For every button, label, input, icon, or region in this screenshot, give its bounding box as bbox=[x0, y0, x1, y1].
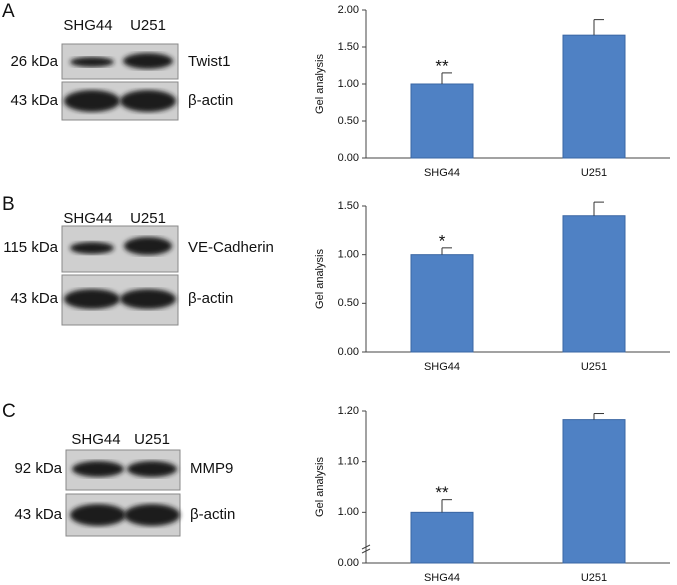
x-tick-label: U251 bbox=[581, 572, 607, 584]
size-label: 26 kDa bbox=[10, 53, 58, 70]
y-tick-label: 1.00 bbox=[338, 78, 359, 90]
blot-c bbox=[65, 449, 181, 537]
significance: ** bbox=[435, 56, 449, 75]
y-tick-label: 1.50 bbox=[338, 200, 359, 212]
lane-label: U251 bbox=[130, 210, 166, 227]
bar bbox=[562, 419, 626, 564]
protein-label: MMP9 bbox=[190, 460, 233, 477]
bar bbox=[410, 254, 474, 353]
y-tick-label: 1.50 bbox=[338, 41, 359, 53]
x-tick-label: SHG44 bbox=[424, 361, 460, 373]
y-tick-label: 1.10 bbox=[338, 456, 359, 468]
lane-label: SHG44 bbox=[63, 17, 112, 34]
y-tick-label: 0.00 bbox=[338, 346, 359, 358]
x-tick-label: SHG44 bbox=[424, 167, 460, 179]
protein-label: β-actin bbox=[190, 506, 235, 523]
bar bbox=[562, 215, 626, 353]
blot-b bbox=[61, 225, 179, 326]
y-axis-label: Gel analysis bbox=[314, 249, 326, 309]
lane-label: U251 bbox=[134, 431, 170, 448]
axis-break bbox=[361, 544, 371, 554]
bar bbox=[410, 83, 474, 159]
significance: * bbox=[439, 231, 446, 250]
y-tick-label: 1.00 bbox=[338, 249, 359, 261]
y-tick-label: 1.20 bbox=[338, 405, 359, 417]
y-axis-label: Gel analysis bbox=[314, 54, 326, 114]
size-label: 43 kDa bbox=[10, 92, 58, 109]
y-tick-label: 0.50 bbox=[338, 297, 359, 309]
y-tick-label: 0.00 bbox=[338, 557, 359, 569]
lane-label: SHG44 bbox=[63, 210, 112, 227]
y-tick-label: 0.00 bbox=[338, 152, 359, 164]
x-tick-label: U251 bbox=[581, 361, 607, 373]
panel-letter: C bbox=[2, 401, 16, 422]
protein-label: Twist1 bbox=[188, 53, 231, 70]
protein-label: β-actin bbox=[188, 290, 233, 307]
x-tick-label: SHG44 bbox=[424, 572, 460, 584]
size-label: 92 kDa bbox=[14, 460, 62, 477]
size-label: 115 kDa bbox=[3, 239, 58, 256]
bar bbox=[410, 511, 474, 564]
y-tick-label: 2.00 bbox=[338, 4, 359, 16]
blot-a bbox=[61, 43, 179, 121]
panel-letter: A bbox=[2, 1, 15, 22]
size-label: 43 kDa bbox=[14, 506, 62, 523]
y-tick-label: 0.50 bbox=[338, 115, 359, 127]
protein-label: VE-Cadherin bbox=[188, 239, 274, 256]
y-axis-label: Gel analysis bbox=[314, 457, 326, 517]
y-tick-label: 1.00 bbox=[338, 506, 359, 518]
lane-label: U251 bbox=[130, 17, 166, 34]
bar bbox=[562, 34, 626, 159]
lane-label: SHG44 bbox=[71, 431, 120, 448]
x-tick-label: U251 bbox=[581, 167, 607, 179]
significance: ** bbox=[435, 483, 449, 502]
protein-label: β-actin bbox=[188, 92, 233, 109]
size-label: 43 kDa bbox=[10, 290, 58, 307]
panel-letter: B bbox=[2, 194, 15, 215]
